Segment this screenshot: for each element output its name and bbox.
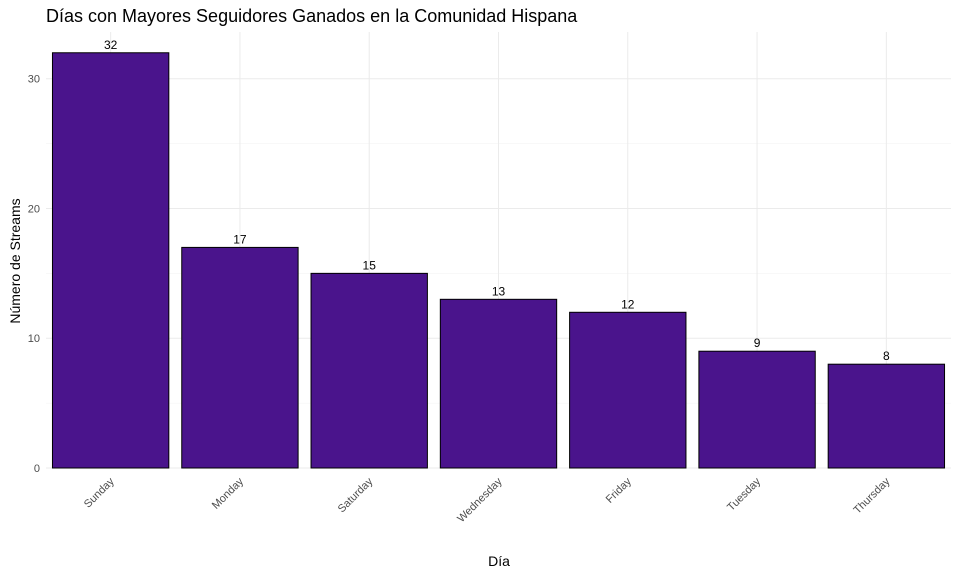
data-label-sunday: 32 [104, 38, 118, 52]
x-axis-ticks: Sunday Monday Saturday Wednesday Friday Tuesd… [82, 475, 893, 525]
bars [51, 52, 946, 469]
x-tick-label-wednesday: Wednesday [455, 475, 505, 525]
y-axis-ticks: 0 10 20 30 [28, 74, 40, 475]
x-tick-label-sunday: Sunday [82, 475, 117, 510]
x-tick-label-saturday: Saturday [336, 475, 376, 515]
data-label-thursday: 8 [883, 349, 890, 363]
x-tick-label-thursday: Thursday [852, 475, 893, 516]
bar-thursday [827, 363, 946, 469]
bar-sunday [51, 52, 170, 469]
bar-saturday [310, 272, 428, 469]
data-labels: 32 17 15 13 12 9 8 [104, 38, 890, 363]
chart-title: Días con Mayores Seguidores Ganados en l… [46, 6, 578, 26]
bar-tuesday [698, 350, 816, 469]
x-tick-label-tuesday: Tuesday [725, 475, 763, 513]
y-tick-label: 20 [28, 203, 40, 215]
bar-friday [569, 311, 687, 469]
bar-wednesday [439, 298, 558, 469]
data-label-wednesday: 13 [492, 284, 506, 298]
x-tick-label-monday: Monday [210, 475, 247, 512]
x-tick-label-friday: Friday [604, 475, 634, 505]
x-axis-label: Día [488, 553, 510, 569]
y-tick-label: 0 [34, 463, 40, 475]
y-tick-label: 10 [28, 333, 40, 345]
y-axis-label: Número de Streams [7, 198, 23, 323]
data-label-tuesday: 9 [754, 336, 761, 350]
bar-monday [181, 246, 299, 469]
data-label-friday: 12 [621, 297, 635, 311]
data-label-saturday: 15 [363, 258, 377, 272]
y-tick-label: 30 [28, 74, 40, 86]
data-label-monday: 17 [233, 232, 247, 246]
